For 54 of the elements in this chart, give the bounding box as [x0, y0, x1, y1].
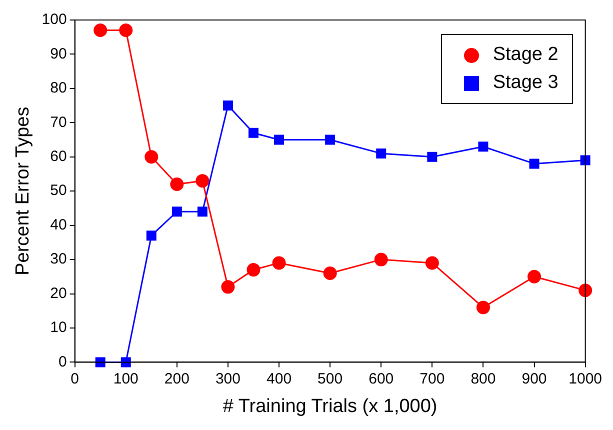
- x-tick-label: 500: [318, 370, 343, 388]
- point: [272, 256, 286, 270]
- x-axis-title: # Training Trials (x 1,000): [222, 396, 438, 417]
- point: [119, 24, 133, 38]
- x-tick-label: 300: [215, 370, 240, 388]
- y-tick-label: 50: [50, 182, 67, 200]
- point: [529, 158, 540, 169]
- point: [196, 174, 210, 188]
- x-tick-label: 0: [70, 370, 79, 388]
- point: [578, 284, 592, 298]
- point: [146, 230, 156, 241]
- point: [427, 152, 438, 162]
- point: [95, 357, 106, 368]
- point: [144, 150, 158, 164]
- y-tick-label: 80: [50, 80, 67, 97]
- x-tick-label: 100: [113, 370, 138, 388]
- x-tick-label: 1000: [568, 370, 602, 388]
- y-tick-label: 20: [50, 284, 67, 302]
- point: [478, 142, 488, 152]
- y-tick-label: 40: [50, 216, 67, 234]
- x-tick-label: 800: [470, 370, 496, 388]
- y-tick-label: 10: [50, 319, 67, 336]
- legend-label: Stage 2: [492, 44, 558, 66]
- y-axis-title: Percent Error Types: [12, 106, 34, 276]
- x-tick-label: 200: [164, 370, 190, 388]
- point: [246, 263, 260, 277]
- point: [120, 357, 131, 368]
- point: [170, 178, 184, 192]
- point: [528, 270, 542, 284]
- x-tick-label: 900: [522, 370, 547, 388]
- point: [580, 155, 590, 166]
- point: [221, 280, 235, 294]
- point: [94, 24, 108, 38]
- y-tick-label: 30: [50, 250, 67, 268]
- x-tick-label: 600: [368, 370, 394, 388]
- point: [376, 148, 386, 158]
- x-tick-label: 700: [420, 370, 445, 388]
- y-tick-label: 90: [50, 45, 67, 62]
- y-tick-label: 60: [50, 148, 67, 166]
- point: [476, 300, 490, 314]
- point: [274, 134, 284, 145]
- y-tick-label: 100: [42, 11, 67, 28]
- point: [197, 206, 208, 217]
- point: [172, 206, 182, 217]
- point: [222, 100, 233, 111]
- y-tick-label: 0: [58, 353, 67, 370]
- point: [323, 266, 337, 280]
- point: [325, 134, 336, 145]
- y-tick-label: 70: [50, 114, 67, 131]
- point: [374, 252, 388, 266]
- legend-label: Stage 3: [492, 72, 558, 94]
- point: [425, 256, 439, 270]
- point: [248, 128, 258, 138]
- x-tick-label: 400: [266, 370, 292, 388]
